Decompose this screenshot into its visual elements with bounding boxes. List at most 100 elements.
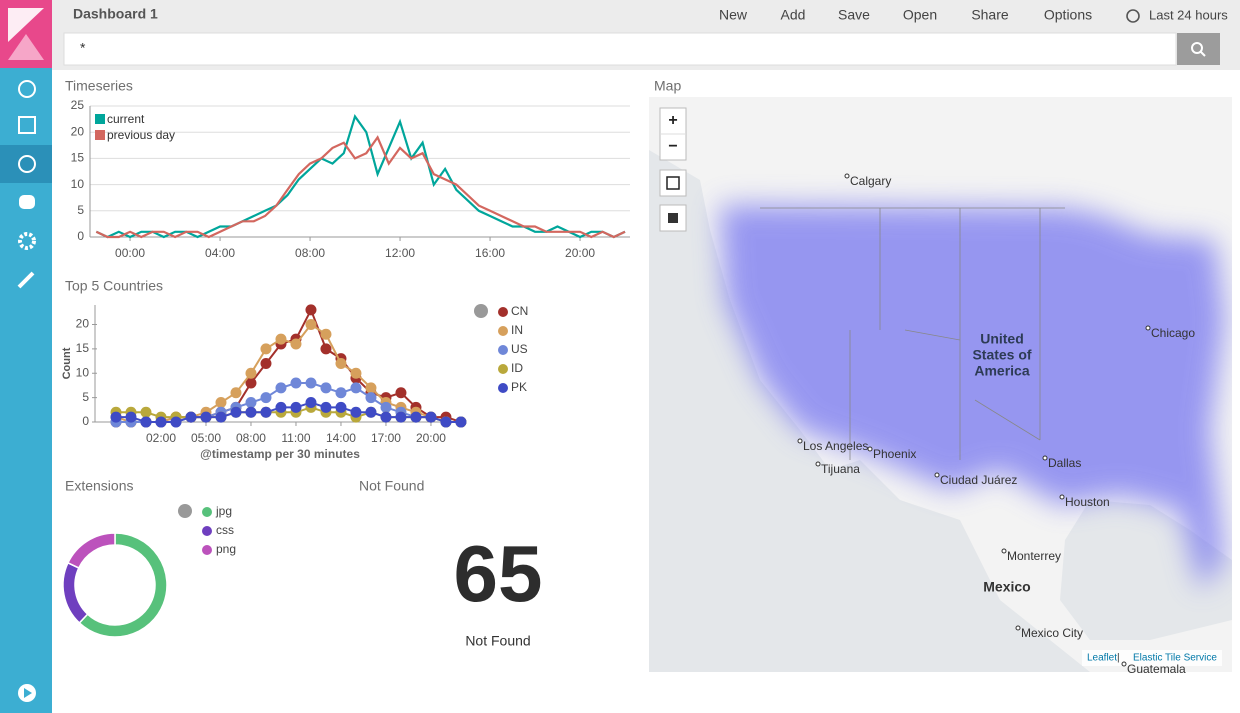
nav-devtools[interactable] (17, 271, 35, 289)
menu-item[interactable]: Share (971, 7, 1009, 23)
fit-bounds[interactable] (659, 169, 687, 197)
legend-label[interactable]: jpg (215, 504, 232, 518)
city-label: Los Angeles (803, 439, 868, 453)
point[interactable] (245, 377, 257, 389)
menu-item[interactable]: New (719, 7, 748, 23)
point[interactable] (230, 387, 242, 399)
slice[interactable] (66, 532, 116, 569)
series-line (95, 114, 626, 239)
point[interactable] (425, 411, 437, 423)
menu-item[interactable]: Save (838, 7, 870, 23)
point[interactable] (350, 382, 362, 394)
attribution[interactable]: Leaflet (1087, 653, 1117, 664)
point[interactable] (155, 416, 167, 428)
legend-label[interactable]: US (511, 342, 528, 356)
point[interactable] (305, 319, 317, 330)
point[interactable] (335, 358, 347, 369)
search-button[interactable] (1177, 33, 1220, 65)
y-tick-label: 0 (82, 414, 89, 428)
legend-label[interactable]: ID (511, 361, 523, 375)
point[interactable] (305, 304, 317, 316)
point[interactable] (260, 358, 272, 369)
point[interactable] (410, 411, 422, 423)
nav-settings[interactable] (18, 232, 36, 250)
attribution[interactable]: Elastic Tile Service (1133, 653, 1217, 664)
nav-discover[interactable] (18, 80, 36, 98)
point[interactable] (275, 382, 287, 394)
point[interactable] (260, 406, 272, 418)
point[interactable] (440, 416, 452, 428)
y-tick-label: 10 (76, 365, 90, 379)
point[interactable] (260, 343, 272, 355)
point[interactable] (365, 382, 377, 394)
point[interactable] (200, 411, 212, 423)
point[interactable] (305, 397, 317, 408)
point[interactable] (215, 411, 227, 423)
nav-dashboard[interactable] (18, 155, 36, 173)
legend-toggle[interactable] (474, 304, 488, 318)
point[interactable] (260, 392, 272, 404)
point[interactable] (335, 387, 347, 399)
point[interactable] (110, 411, 122, 423)
city-dot (1059, 494, 1065, 500)
point[interactable] (245, 397, 257, 408)
legend-label[interactable]: png (216, 542, 236, 556)
point[interactable] (335, 401, 347, 413)
point[interactable] (140, 416, 152, 428)
panel-title: Extensions (65, 478, 133, 494)
legend-label[interactable]: css (216, 523, 234, 537)
point[interactable] (305, 377, 317, 389)
point[interactable] (290, 401, 302, 413)
point[interactable] (395, 411, 407, 423)
point[interactable] (140, 406, 152, 418)
time-picker[interactable]: Last 24 hours (1149, 7, 1228, 22)
zoom-out[interactable]: − (668, 138, 677, 155)
menu-item[interactable]: Options (1044, 7, 1092, 23)
point[interactable] (455, 416, 467, 428)
point[interactable] (320, 328, 332, 340)
y-tick-label: 15 (71, 151, 85, 165)
legend-label[interactable]: previous day (107, 128, 175, 142)
point[interactable] (320, 343, 332, 355)
point[interactable] (275, 401, 287, 413)
query-input[interactable] (63, 32, 1177, 66)
legend-label[interactable]: PK (511, 380, 527, 394)
point[interactable] (275, 333, 287, 345)
city-label: Houston (1065, 495, 1110, 509)
point[interactable] (245, 367, 257, 379)
point[interactable] (245, 406, 257, 418)
point[interactable] (290, 377, 302, 389)
legend-label[interactable]: current (107, 112, 145, 126)
nav-visualize[interactable] (18, 116, 36, 134)
legend-label[interactable]: CN (511, 304, 528, 318)
city-label: Phoenix (873, 447, 916, 461)
city-label: Tijuana (821, 462, 860, 476)
legend-label[interactable]: IN (511, 323, 523, 337)
city-label: Calgary (850, 174, 891, 188)
point[interactable] (230, 406, 242, 418)
point[interactable] (215, 397, 227, 408)
y-tick-label: 10 (71, 177, 85, 191)
map[interactable] (649, 97, 1232, 672)
point[interactable] (380, 401, 392, 413)
point[interactable] (365, 406, 377, 418)
point[interactable] (320, 382, 332, 394)
menu-item[interactable]: Add (781, 7, 806, 23)
point[interactable] (395, 387, 407, 399)
point[interactable] (365, 392, 377, 404)
point[interactable] (380, 411, 392, 423)
menu-item[interactable]: Open (903, 7, 937, 23)
legend-toggle[interactable] (178, 504, 192, 518)
nav-timelion[interactable] (19, 195, 35, 209)
point[interactable] (290, 338, 302, 350)
city-label: Dallas (1048, 456, 1081, 470)
point[interactable] (170, 416, 182, 428)
point[interactable] (350, 367, 362, 379)
point[interactable] (185, 411, 197, 423)
point[interactable] (350, 406, 362, 418)
point[interactable] (125, 411, 137, 423)
point[interactable] (320, 401, 332, 413)
slice[interactable] (62, 561, 89, 624)
zoom-in[interactable]: + (668, 112, 677, 129)
